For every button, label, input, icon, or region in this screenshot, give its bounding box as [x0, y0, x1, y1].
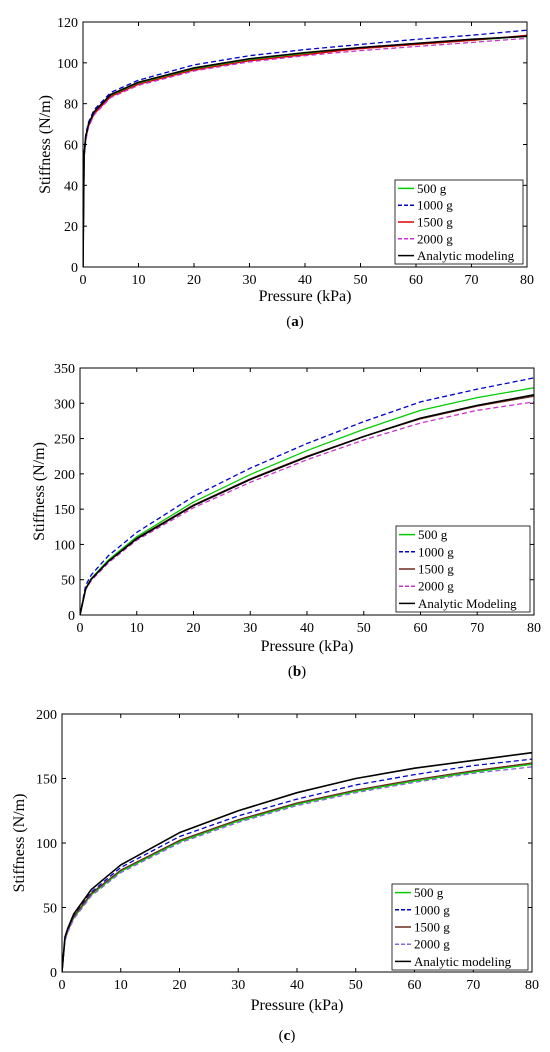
- legend-label: Analytic modeling: [417, 248, 515, 263]
- series-line-2000-g: [62, 766, 532, 972]
- legend-label: Analytic modeling: [414, 954, 512, 969]
- x-tick-label: 20: [173, 978, 187, 993]
- x-tick-label: 0: [59, 978, 66, 993]
- panel-caption: (b): [288, 664, 306, 680]
- legend-box: [391, 883, 529, 971]
- x-tick-label: 30: [231, 978, 245, 993]
- y-tick-label: 40: [64, 179, 78, 194]
- x-tick-label: 50: [354, 273, 368, 288]
- x-tick-label: 30: [243, 621, 257, 636]
- x-tick-label: 70: [465, 273, 479, 288]
- x-tick-label: 40: [300, 621, 314, 636]
- legend-label: 1000 g: [418, 544, 454, 559]
- series-line-1000-g: [80, 377, 534, 615]
- x-tick-label: 20: [187, 621, 201, 636]
- x-tick-label: 80: [527, 621, 541, 636]
- x-tick-label: 70: [470, 621, 484, 636]
- legend-label: 1500 g: [417, 215, 453, 230]
- y-axis-label: Stiffness (N/m): [11, 794, 28, 893]
- y-axis-label: Stiffness (N/m): [37, 95, 54, 194]
- x-axis-label: Pressure (kPa): [261, 638, 354, 655]
- x-tick-label: 10: [132, 273, 146, 288]
- legend-label: 1500 g: [414, 920, 450, 935]
- x-tick-label: 20: [187, 273, 201, 288]
- y-tick-label: 80: [64, 98, 78, 113]
- legend-label: 2000 g: [417, 231, 453, 246]
- y-tick-label: 200: [54, 468, 75, 483]
- x-tick-label: 0: [80, 273, 87, 288]
- x-axis-label: Pressure (kPa): [251, 997, 344, 1014]
- series-line-analytic-modeling: [83, 35, 527, 267]
- legend-label: 2000 g: [414, 937, 450, 952]
- legend-label: 1000 g: [414, 902, 450, 917]
- y-tick-label: 150: [54, 503, 75, 518]
- series-group: [80, 377, 534, 615]
- x-tick-label: 60: [409, 273, 423, 288]
- legend-label: 1000 g: [417, 198, 453, 213]
- y-tick-label: 20: [64, 220, 78, 235]
- legend-box: [394, 179, 524, 265]
- series-group: [62, 751, 532, 972]
- x-axis-label: Pressure (kPa): [259, 288, 352, 305]
- chart-panel-b: 0 10 20 30 40 50 60 70 80 0 50 100 150 200 250 300 350 Pr…: [31, 362, 541, 680]
- panel-caption: (c): [279, 1028, 296, 1044]
- y-tick-label: 120: [57, 16, 78, 31]
- x-tick-label: 50: [357, 621, 371, 636]
- x-tick-label: 80: [520, 273, 534, 288]
- x-tick-label: 70: [466, 978, 480, 993]
- legend: 500 g 1000 g 1500 g 2000 g Analytic Modeling: [395, 525, 531, 613]
- legend-label: 500 g: [414, 885, 444, 900]
- x-tick-label: 50: [349, 978, 363, 993]
- legend: 500 g 1000 g 1500 g 2000 g Analytic modeling: [391, 883, 529, 971]
- x-tick-label: 10: [130, 621, 144, 636]
- y-tick-label: 0: [71, 261, 78, 276]
- y-tick-label: 100: [57, 57, 78, 72]
- y-tick-label: 100: [54, 538, 75, 553]
- y-tick-label: 200: [36, 708, 57, 723]
- y-tick-label: 150: [36, 773, 57, 788]
- y-tick-label: 60: [64, 139, 78, 154]
- legend-label: 1500 g: [418, 562, 454, 577]
- y-tick-label: 50: [43, 902, 57, 917]
- y-tick-label: 0: [68, 609, 75, 624]
- x-tick-label: 80: [525, 978, 539, 993]
- x-tick-label: 30: [243, 273, 257, 288]
- x-tick-label: 40: [290, 978, 304, 993]
- series-line-1000-g: [83, 29, 527, 267]
- y-tick-label: 50: [61, 574, 75, 589]
- x-tick-label: 40: [298, 273, 312, 288]
- x-tick-label: 0: [77, 621, 84, 636]
- y-axis-label: Stiffness (N/m): [31, 442, 48, 541]
- legend-label: 2000 g: [418, 579, 454, 594]
- legend-label: 500 g: [418, 527, 448, 542]
- chart-panel-a: 0 10 20 30 40 50 60 70 80 0 20 40 60 80 100 120 Pressure…: [37, 16, 534, 330]
- y-tick-label: 250: [54, 433, 75, 448]
- legend-label: 500 g: [417, 181, 447, 196]
- x-tick-label: 60: [414, 621, 428, 636]
- x-tick-label: 60: [408, 978, 422, 993]
- series-group: [83, 29, 527, 267]
- chart-panel-c: 0 10 20 30 40 50 60 70 80 0 50 100 150 200 Pressure (k…: [11, 708, 539, 1044]
- panel-caption: (a): [286, 314, 304, 330]
- x-tick-label: 10: [114, 978, 128, 993]
- y-tick-label: 100: [36, 837, 57, 852]
- series-line-analytic-modeling: [80, 394, 534, 615]
- series-line-analytic-modeling: [62, 751, 532, 972]
- y-tick-label: 350: [54, 362, 75, 377]
- y-tick-label: 300: [54, 397, 75, 412]
- legend-box: [395, 525, 531, 613]
- legend-label: Analytic Modeling: [418, 596, 517, 611]
- y-tick-label: 0: [50, 966, 57, 981]
